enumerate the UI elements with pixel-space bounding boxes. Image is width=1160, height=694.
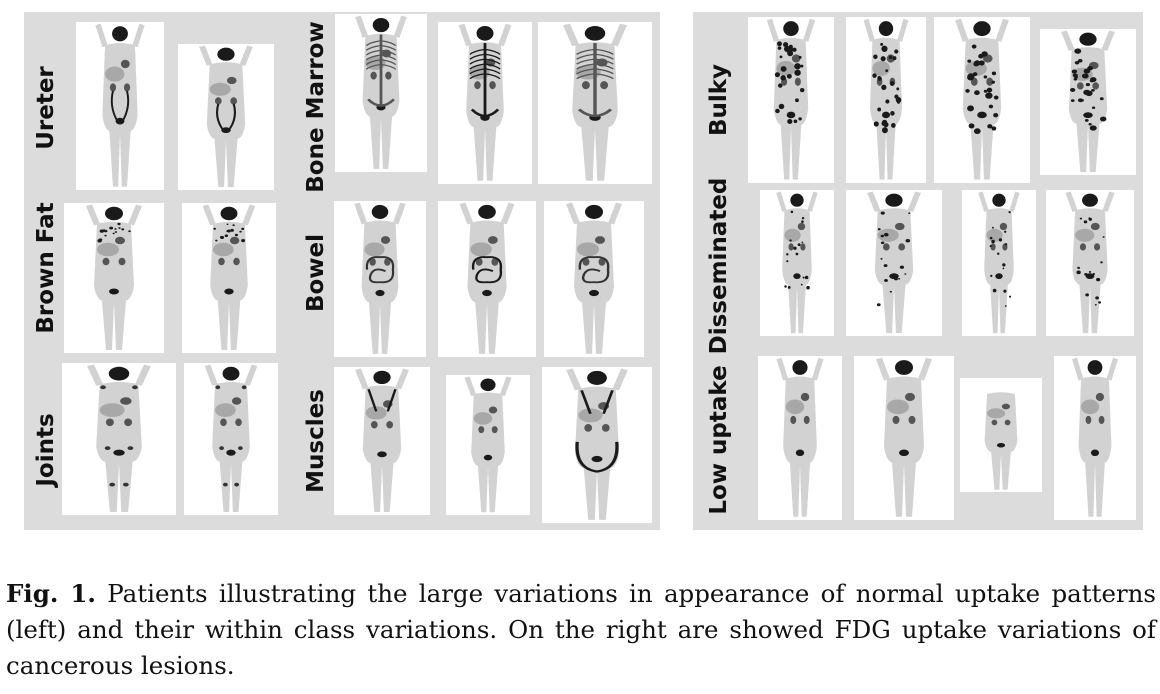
pet-scan-muscles-2	[446, 375, 530, 515]
pet-scan-low-uptake-4	[1054, 356, 1136, 520]
row-label-bone-marrow: Bone Marrow	[303, 21, 329, 193]
row-label-muscles: Muscles	[303, 389, 329, 493]
row-label-bulky: Bulky	[706, 63, 732, 137]
figure-caption: Fig. 1. Patients illustrating the large …	[6, 576, 1156, 684]
pet-scan-low-uptake-3	[960, 378, 1042, 492]
pet-scan-joints-2	[184, 363, 278, 515]
pet-scan-low-uptake-1	[758, 356, 842, 520]
pet-scan-bone-marrow-2	[438, 22, 532, 184]
pet-scan-muscles-1	[334, 367, 430, 515]
pet-scan-bowel-3	[544, 201, 644, 357]
pet-scan-bulky-2	[846, 17, 926, 183]
pet-scan-muscles-3	[542, 367, 652, 523]
pet-scan-brown-fat-1	[64, 203, 164, 353]
pet-scan-low-uptake-2	[854, 356, 954, 520]
pet-scan-bone-marrow-1	[335, 14, 427, 172]
pet-scan-bulky-4	[1040, 29, 1136, 175]
pet-scan-bone-marrow-3	[538, 22, 652, 184]
figure-caption-text: Patients illustrating the large variatio…	[6, 579, 1157, 680]
row-label-joints: Joints	[33, 413, 59, 487]
pet-scan-bowel-2	[438, 201, 536, 357]
row-label-bowel: Bowel	[303, 233, 329, 313]
pet-scan-ureter-1	[76, 22, 164, 190]
pet-scan-disseminated-1	[760, 190, 834, 336]
pet-scan-bulky-1	[748, 17, 834, 183]
row-label-low-uptake: Low uptake	[706, 365, 732, 515]
pet-scan-joints-1	[62, 363, 176, 515]
pet-scan-bulky-3	[934, 17, 1030, 183]
pet-scan-disseminated-4	[1046, 190, 1134, 336]
row-label-ureter: Ureter	[33, 66, 59, 150]
row-label-brown-fat: Brown Fat	[33, 202, 59, 334]
pet-scan-disseminated-2	[846, 190, 942, 336]
pet-scan-bowel-1	[334, 201, 426, 357]
pet-scan-ureter-2	[178, 44, 274, 190]
pet-scan-brown-fat-2	[182, 203, 276, 353]
pet-scan-disseminated-3	[962, 190, 1036, 336]
row-label-disseminated: Disseminated	[706, 177, 732, 355]
figure-label: Fig. 1.	[6, 579, 96, 608]
